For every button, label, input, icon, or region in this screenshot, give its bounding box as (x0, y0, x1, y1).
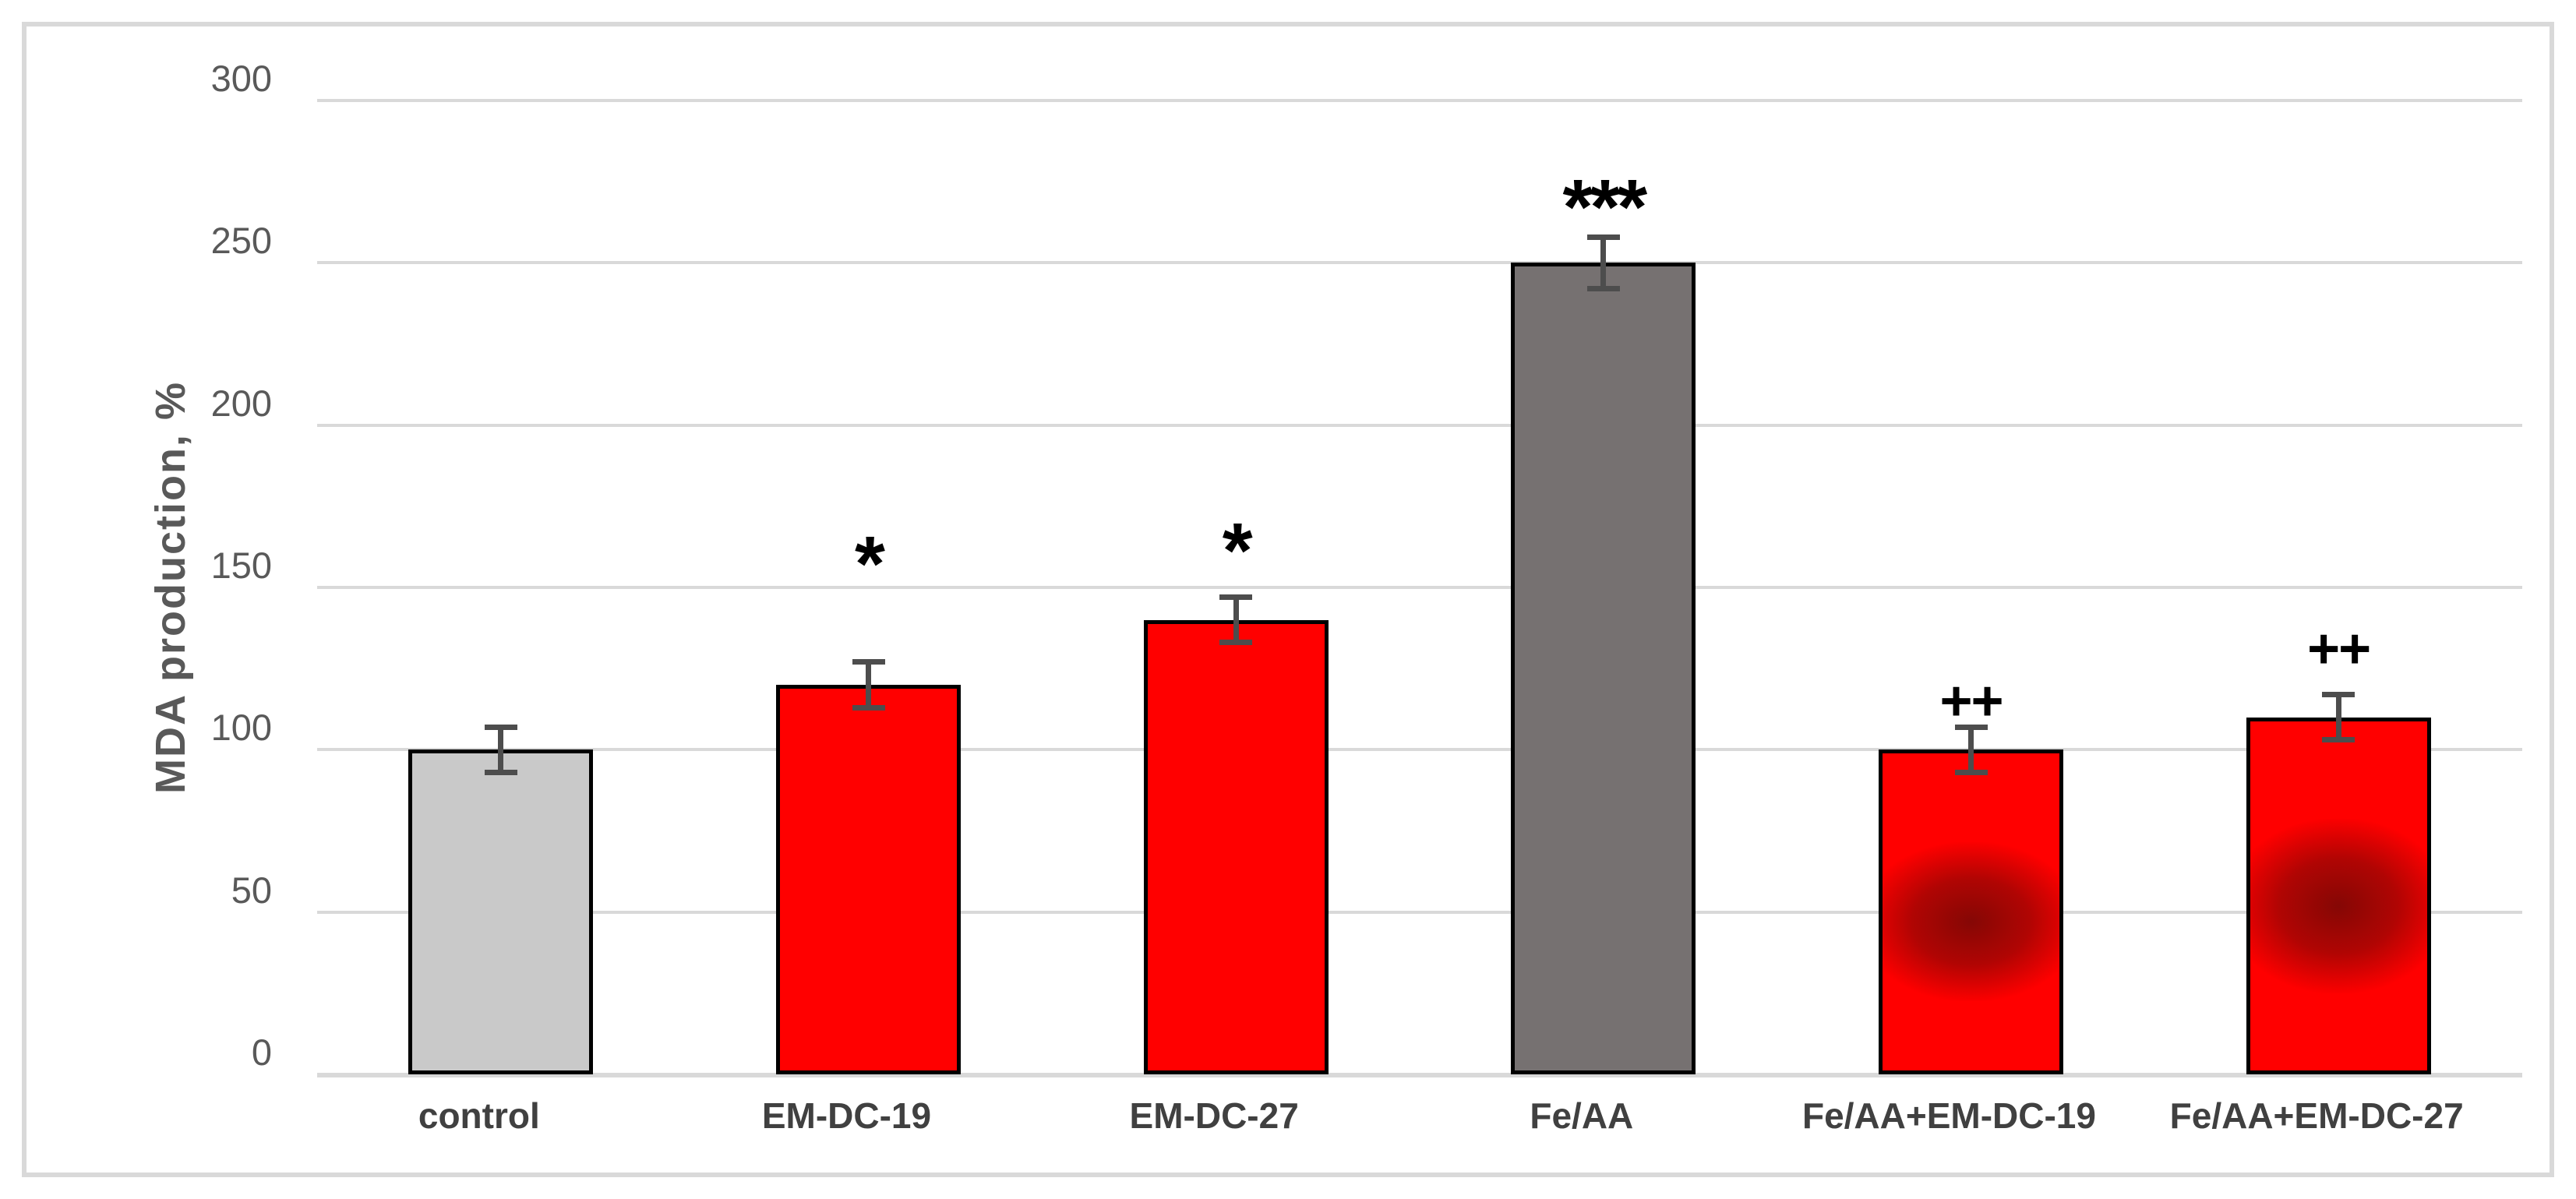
significance-label-Fe/AA: *** (1562, 163, 1647, 251)
error-bar-bottom-cap-Fe/AA (1586, 286, 1620, 292)
gridline-50 (317, 910, 2522, 914)
error-bar-bottom-cap-Fe/AA+EM-DC-27 (2322, 737, 2355, 743)
significance-label-EM-DC-19: * (855, 520, 885, 608)
x-axis-line (317, 1073, 2522, 1077)
y-tick-label-100: 100 (210, 707, 272, 749)
x-category-label-EM-DC-19: EM-DC-19 (761, 1095, 932, 1136)
significance-label-Fe/AA+EM-DC-19: ++ (1939, 669, 2003, 732)
gridline-250 (317, 261, 2522, 265)
bar-Fe/AA (1511, 263, 1696, 1074)
chart-frame: MDA production, % * * *** ++ ++ 0 50 100 150 200… (22, 22, 2554, 1177)
y-tick-label-200: 200 (210, 382, 272, 424)
y-tick-label-50: 50 (231, 869, 272, 911)
error-bar-top-cap-Fe/AA (1586, 234, 1620, 240)
bar-Fe/AA+EM-DC-19 (1879, 749, 2063, 1074)
error-bar-bottom-cap-EM-DC-19 (852, 704, 885, 711)
y-tick-label-0: 0 (251, 1031, 272, 1073)
error-bar-bottom-cap-EM-DC-27 (1219, 640, 1253, 646)
significance-label-Fe/AA+EM-DC-27: ++ (2307, 618, 2371, 681)
error-bar-Fe/AA+EM-DC-19 (1968, 727, 1974, 773)
error-bar-top-cap-Fe/AA+EM-DC-27 (2322, 692, 2355, 697)
dark-smudge-overlay (1883, 842, 2059, 1001)
dark-smudge-overlay (2250, 819, 2427, 994)
error-bar-top-cap-control (484, 724, 517, 730)
error-bar-EM-DC-19 (866, 661, 871, 708)
y-tick-label-250: 250 (210, 220, 272, 262)
gridline-300 (317, 99, 2522, 102)
plot-area: * * *** ++ ++ (317, 99, 2522, 1077)
significance-label-EM-DC-27: * (1222, 507, 1253, 595)
y-tick-label-150: 150 (210, 545, 272, 586)
gridline-150 (317, 586, 2522, 589)
error-bar-bottom-cap-Fe/AA+EM-DC-19 (1954, 770, 1988, 775)
x-category-label-Fe/AA+EM-DC-19: Fe/AA+EM-DC-19 (1801, 1095, 2096, 1136)
error-bar-top-cap-EM-DC-27 (1219, 594, 1253, 600)
x-category-label-Fe/AA+EM-DC-27: Fe/AA+EM-DC-27 (2169, 1095, 2464, 1136)
bar-Fe/AA+EM-DC-27 (2246, 717, 2431, 1074)
error-bar-Fe/AA+EM-DC-27 (2335, 694, 2341, 740)
bar-EM-DC-27 (1143, 619, 1329, 1074)
error-bar-top-cap-EM-DC-19 (852, 659, 885, 665)
error-bar-Fe/AA (1600, 237, 1607, 289)
error-bar-top-cap-Fe/AA+EM-DC-19 (1954, 724, 1988, 730)
error-bar-EM-DC-27 (1233, 597, 1239, 643)
y-tick-label-300: 300 (210, 58, 272, 99)
error-bar-bottom-cap-control (484, 770, 517, 775)
x-category-label-Fe/AA: Fe/AA (1530, 1095, 1634, 1136)
gridline-100 (317, 748, 2522, 752)
bar-control (408, 749, 594, 1074)
bar-EM-DC-19 (776, 685, 961, 1074)
x-category-label-control: control (418, 1095, 540, 1136)
x-category-label-EM-DC-27: EM-DC-27 (1129, 1095, 1299, 1136)
gridline-200 (317, 423, 2522, 427)
error-bar-control (498, 727, 504, 773)
